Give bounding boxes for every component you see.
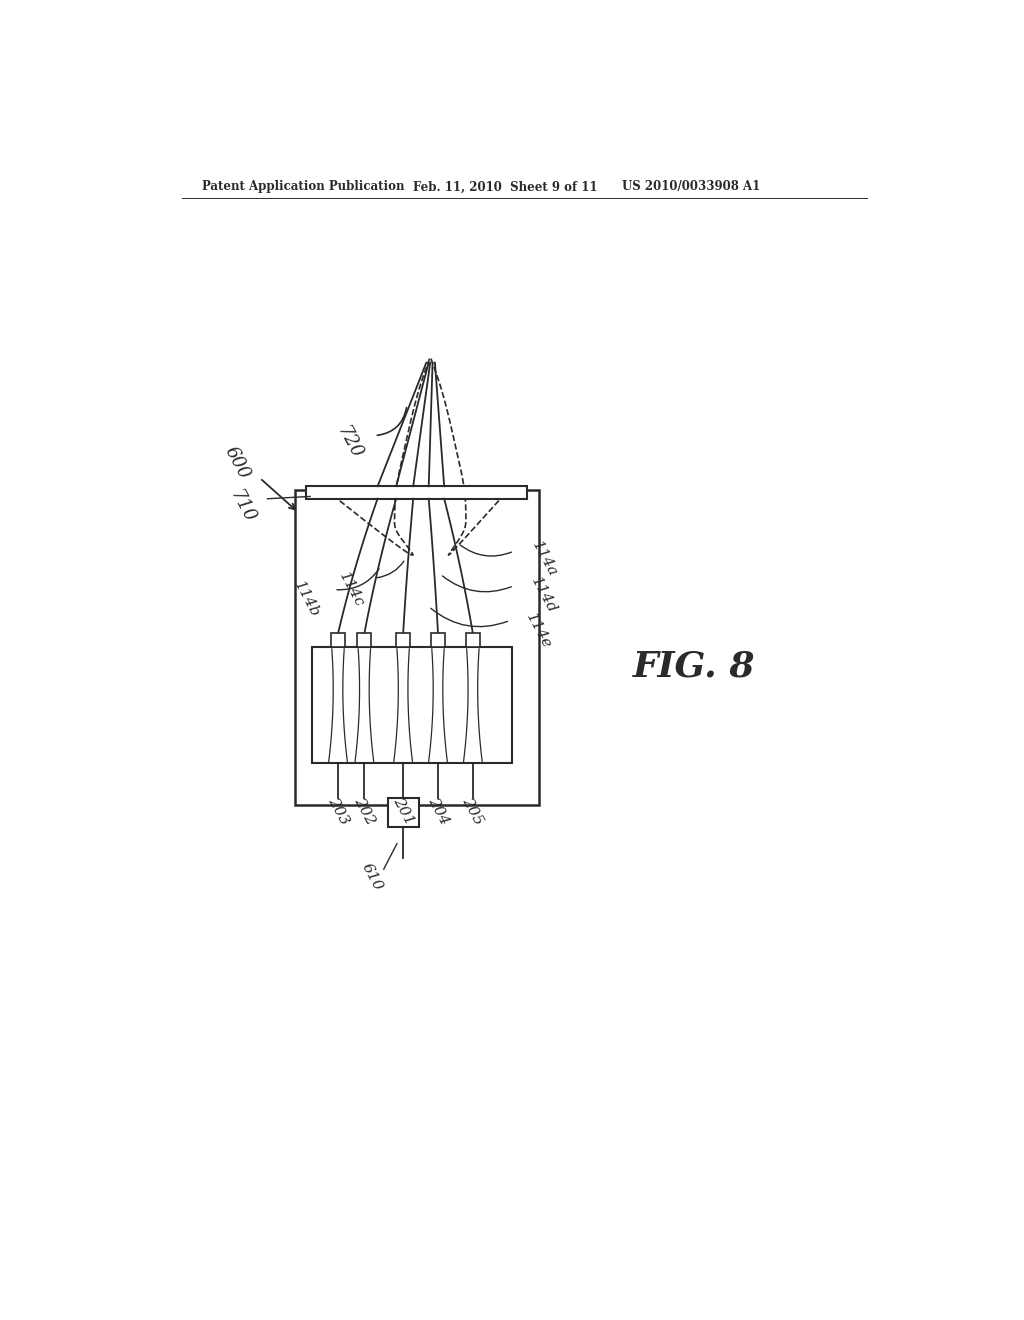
Bar <box>331 634 345 647</box>
Text: 114d: 114d <box>528 576 559 616</box>
FancyArrowPatch shape <box>431 609 508 627</box>
FancyArrowPatch shape <box>337 569 379 590</box>
Bar <box>357 634 372 647</box>
Bar <box>306 486 527 499</box>
Bar <box>312 647 512 763</box>
Bar <box>295 490 539 805</box>
Text: 204: 204 <box>425 795 451 828</box>
Bar <box>388 797 419 826</box>
Text: 600: 600 <box>220 444 253 482</box>
Text: 710: 710 <box>226 487 258 525</box>
Text: 720: 720 <box>333 424 365 463</box>
FancyArrowPatch shape <box>442 576 511 591</box>
Text: 205: 205 <box>460 795 486 828</box>
FancyArrowPatch shape <box>377 561 403 578</box>
Text: 114a: 114a <box>529 539 560 579</box>
Bar <box>396 634 410 647</box>
Bar <box>431 634 445 647</box>
Text: 202: 202 <box>351 795 378 828</box>
Text: Patent Application Publication: Patent Application Publication <box>203 181 404 194</box>
FancyArrowPatch shape <box>461 545 511 556</box>
Text: 610: 610 <box>359 861 385 894</box>
FancyArrowPatch shape <box>377 408 407 436</box>
Text: 114e: 114e <box>523 611 554 651</box>
Text: US 2010/0033908 A1: US 2010/0033908 A1 <box>623 181 761 194</box>
Bar <box>466 634 480 647</box>
Text: 114c: 114c <box>336 570 367 610</box>
Text: 114b: 114b <box>292 578 323 619</box>
Text: 201: 201 <box>390 795 416 828</box>
Text: Feb. 11, 2010  Sheet 9 of 11: Feb. 11, 2010 Sheet 9 of 11 <box>414 181 598 194</box>
Text: 203: 203 <box>325 795 351 828</box>
Text: FIG. 8: FIG. 8 <box>633 649 755 684</box>
